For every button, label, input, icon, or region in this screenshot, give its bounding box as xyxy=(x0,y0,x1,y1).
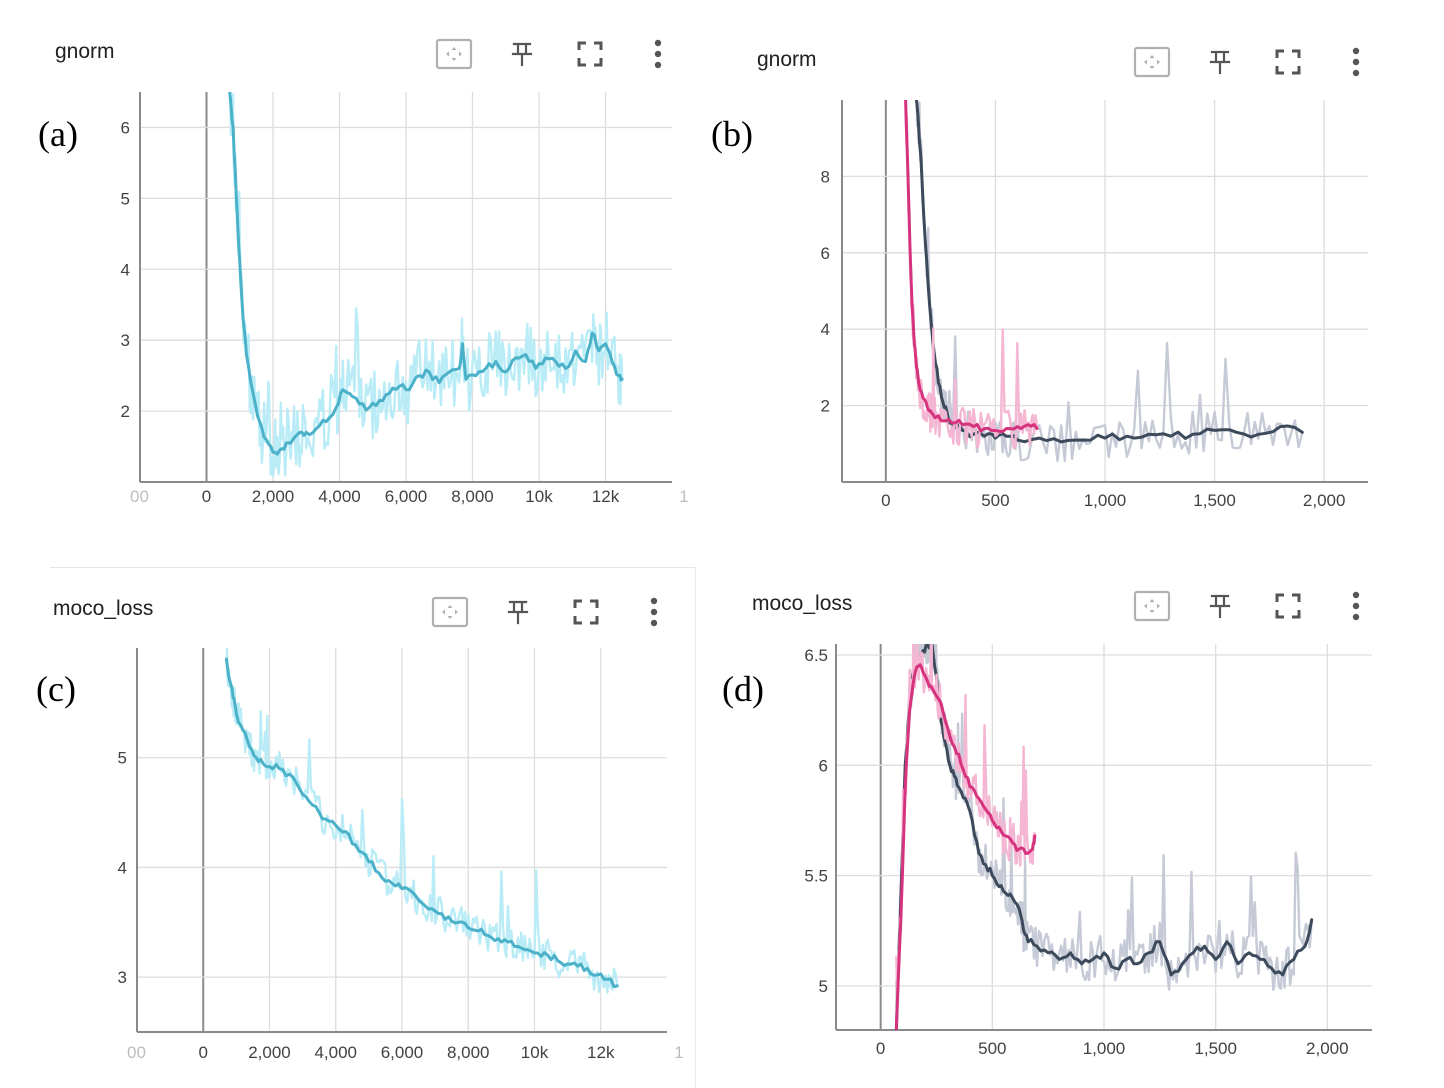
y-tick-label: 3 xyxy=(121,331,130,350)
card-title: gnorm xyxy=(55,40,115,63)
card-toolbar xyxy=(1132,44,1376,80)
more-vert-icon[interactable] xyxy=(1336,44,1376,80)
card-title: gnorm xyxy=(757,48,817,71)
x-tick-label: 2,000 xyxy=(252,487,295,506)
series-raw-line xyxy=(225,648,619,994)
x-tick-label-clipped: 1 xyxy=(679,487,688,506)
pin-icon[interactable] xyxy=(502,36,542,72)
x-tick-label-clipped: 00 xyxy=(127,1043,146,1062)
x-tick-label: 6,000 xyxy=(385,487,428,506)
chart-plot-d[interactable]: 0 500 1,000 1,500 2,000 5 5.5 6 6.5 xyxy=(790,644,1430,1068)
chart-plot-a[interactable]: 0 2,000 4,000 6,000 8,000 10k 12k 00 1 2 3 4 5 6 xyxy=(110,92,690,522)
y-tick-label: 6 xyxy=(821,244,830,263)
card-divider xyxy=(695,567,696,1088)
x-tick-label: 0 xyxy=(199,1043,208,1062)
series-smoothed-line[interactable] xyxy=(904,100,1039,434)
series-raw-line xyxy=(904,100,1039,450)
x-tick-label: 1,000 xyxy=(1083,1039,1126,1058)
x-tick-label: 1,500 xyxy=(1194,1039,1237,1058)
pin-icon[interactable] xyxy=(1200,588,1240,624)
y-tick-label: 4 xyxy=(118,858,127,877)
pin-icon[interactable] xyxy=(1200,44,1240,80)
chart-card-d: moco_loss 0 500 1,000 1,500 2,000 5 5.5 6 6.5 (d… xyxy=(700,568,1444,1088)
fullscreen-icon[interactable] xyxy=(570,36,610,72)
chart-plot-b[interactable]: 0 500 1,000 1,500 2,000 2 4 6 8 xyxy=(800,100,1420,525)
x-tick-label: 6,000 xyxy=(381,1043,424,1062)
more-vert-icon[interactable] xyxy=(1336,588,1376,624)
fit-domain-icon[interactable] xyxy=(434,36,474,72)
y-tick-label: 5 xyxy=(118,749,127,768)
x-tick-label: 4,000 xyxy=(318,487,361,506)
series-smoothed-line[interactable] xyxy=(228,92,624,456)
x-tick-label: 8,000 xyxy=(447,1043,490,1062)
fit-domain-icon[interactable] xyxy=(430,594,470,630)
more-vert-icon[interactable] xyxy=(634,594,674,630)
y-tick-label: 2 xyxy=(821,397,830,416)
x-tick-label: 10k xyxy=(521,1043,549,1062)
x-tick-label: 2,000 xyxy=(248,1043,291,1062)
y-tick-label: 5.5 xyxy=(804,867,828,886)
card-title: moco_loss xyxy=(752,592,853,615)
series-raw-line xyxy=(895,644,1036,1008)
chart-card-b: gnorm 0 500 1,000 1,500 2,000 2 4 6 8 (b) xyxy=(700,0,1444,530)
card-divider xyxy=(50,567,695,568)
x-tick-label: 0 xyxy=(876,1039,885,1058)
pin-icon[interactable] xyxy=(498,594,538,630)
x-tick-label: 2,000 xyxy=(1306,1039,1349,1058)
fit-domain-icon[interactable] xyxy=(1132,44,1172,80)
x-tick-label: 1,500 xyxy=(1193,491,1236,510)
series-smoothed-line[interactable] xyxy=(894,663,1037,1030)
card-toolbar xyxy=(434,36,678,72)
series-raw-line xyxy=(895,644,1313,1011)
y-tick-label: 5 xyxy=(819,977,828,996)
panel-label: (b) xyxy=(711,114,753,154)
fit-domain-icon[interactable] xyxy=(1132,588,1172,624)
y-tick-label: 6.5 xyxy=(804,646,828,665)
more-vert-icon[interactable] xyxy=(638,36,678,72)
y-tick-label: 3 xyxy=(118,968,127,987)
x-tick-label: 12k xyxy=(592,487,620,506)
panel-label: (c) xyxy=(36,669,76,709)
x-tick-label: 8,000 xyxy=(451,487,494,506)
y-tick-label: 4 xyxy=(821,320,830,339)
x-tick-label: 1,000 xyxy=(1084,491,1127,510)
fullscreen-icon[interactable] xyxy=(566,594,606,630)
y-tick-label: 5 xyxy=(121,189,130,208)
panel-label: (a) xyxy=(38,114,78,154)
x-tick-label: 0 xyxy=(202,487,211,506)
x-tick-label: 2,000 xyxy=(1303,491,1346,510)
series-raw-line xyxy=(915,100,1304,463)
fullscreen-icon[interactable] xyxy=(1268,44,1308,80)
x-tick-label: 10k xyxy=(525,487,553,506)
y-tick-label: 4 xyxy=(121,260,130,279)
series-smoothed-line[interactable] xyxy=(224,657,619,989)
x-tick-label: 12k xyxy=(587,1043,615,1062)
x-tick-label-clipped: 1 xyxy=(674,1043,683,1062)
card-toolbar xyxy=(430,594,674,630)
card-toolbar xyxy=(1132,588,1376,624)
card-title: moco_loss xyxy=(53,597,154,620)
y-tick-label: 6 xyxy=(121,118,130,137)
chart-card-a: gnorm 0 2,000 4,000 6,000 8,000 10k 12k 00 1 2 3 4 5… xyxy=(0,0,700,530)
panel-label: (d) xyxy=(722,669,764,709)
y-tick-label: 2 xyxy=(121,402,130,421)
x-tick-label: 0 xyxy=(881,491,890,510)
series-raw-line xyxy=(228,92,624,477)
x-tick-label: 4,000 xyxy=(314,1043,357,1062)
y-tick-label: 6 xyxy=(819,756,828,775)
x-tick-label: 500 xyxy=(978,1039,1006,1058)
x-tick-label: 500 xyxy=(981,491,1009,510)
y-tick-label: 8 xyxy=(821,167,830,186)
chart-plot-c[interactable]: 0 2,000 4,000 6,000 8,000 10k 12k 00 1 3 4 5 xyxy=(105,648,685,1068)
chart-card-c: moco_loss 0 2,000 4,000 6,000 8,000 10k 12k 00 1… xyxy=(0,568,695,1088)
series-smoothed-line[interactable] xyxy=(894,644,1314,1030)
x-tick-label-clipped: 00 xyxy=(130,487,149,506)
series-smoothed-line[interactable] xyxy=(915,100,1304,444)
fullscreen-icon[interactable] xyxy=(1268,588,1308,624)
